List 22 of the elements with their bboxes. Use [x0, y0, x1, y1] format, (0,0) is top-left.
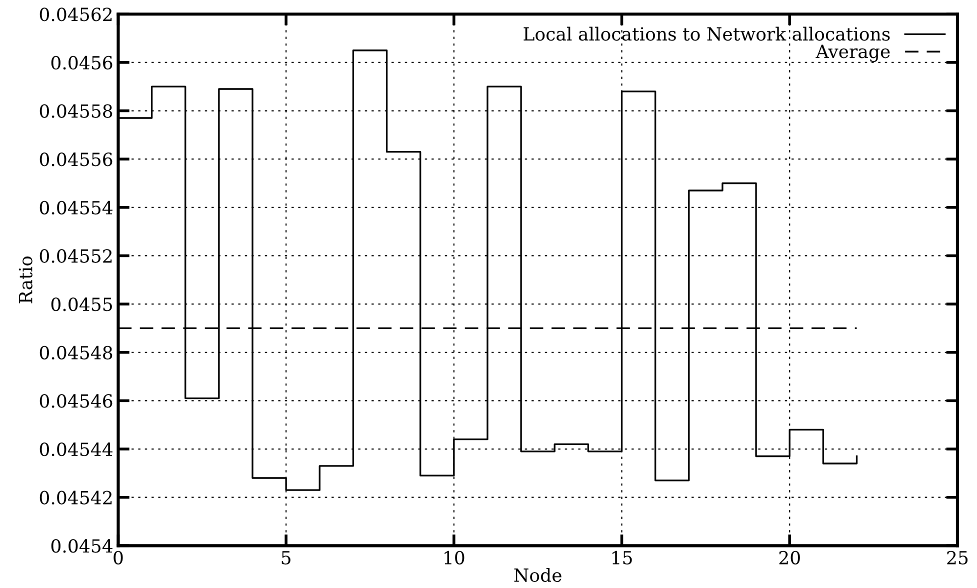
y-axis-title: Ratio: [18, 256, 32, 304]
y-tick-label: 0.04552: [40, 249, 112, 263]
y-tick-label: 0.04562: [40, 8, 112, 22]
y-tick-label: 0.0456: [51, 56, 112, 70]
x-tick-label: 20: [779, 550, 800, 564]
legend-label: Average: [816, 44, 890, 62]
y-tick-label: 0.0455: [51, 298, 112, 312]
y-tick-label: 0.04558: [40, 104, 112, 118]
y-tick-label: 0.04556: [40, 152, 112, 166]
x-tick-label: 5: [282, 551, 290, 564]
y-tick-label: 0.04554: [40, 200, 112, 215]
x-tick-label: 15: [612, 550, 632, 564]
legend-label: Local allocations to Network allocations: [524, 26, 890, 41]
y-tick-label: 0.04546: [40, 394, 112, 408]
x-tick-label: 10: [444, 550, 464, 564]
y-tick-label: 0.0454: [51, 539, 112, 553]
x-axis-title: Node: [514, 568, 562, 582]
x-tick-label: 0: [114, 550, 123, 564]
y-tick-label: 0.04548: [40, 346, 112, 360]
y-tick-label: 0.04542: [40, 490, 112, 504]
y-tick-label: 0.04544: [40, 442, 112, 456]
x-tick-label: 25: [947, 550, 968, 564]
